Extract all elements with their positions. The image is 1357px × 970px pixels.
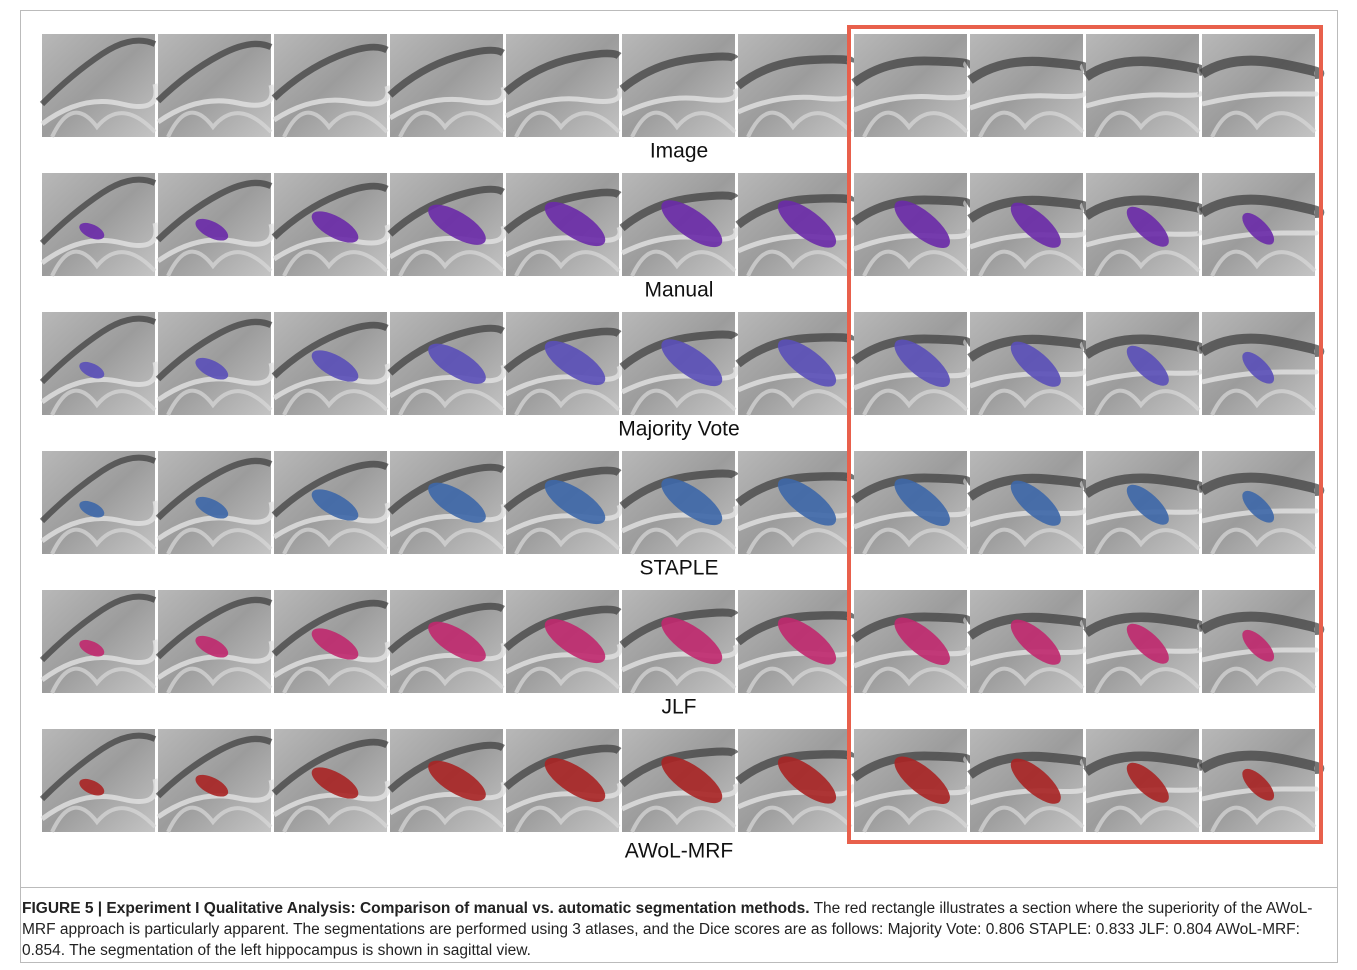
- mri-tile: [738, 729, 852, 832]
- mri-tile: [1202, 451, 1319, 554]
- mri-tile: [390, 590, 504, 693]
- page: Image Manual Majority Vote STAPLE JLF AWoL-MR…: [0, 0, 1357, 970]
- mri-tile: [274, 34, 388, 137]
- mri-tile: [854, 451, 968, 554]
- caption-bold: FIGURE 5 | Experiment I Qualitative Anal…: [22, 900, 810, 917]
- mri-tile: [738, 34, 852, 137]
- mri-tile: [1086, 34, 1202, 137]
- mri-tile: [854, 729, 968, 832]
- mri-tile: [1202, 312, 1319, 415]
- mri-tile: [970, 173, 1084, 276]
- mri-tile: [158, 729, 272, 832]
- mri-tile: [390, 34, 504, 137]
- mri-tile: [854, 34, 968, 137]
- mri-tile: [506, 590, 620, 693]
- mri-tile: [970, 590, 1084, 693]
- row-label: AWoL-MRF: [625, 840, 734, 863]
- mri-tile: [1086, 173, 1202, 276]
- row-label: JLF: [661, 696, 696, 719]
- mri-tile: [1202, 173, 1319, 276]
- mri-tile: [158, 173, 272, 276]
- divider: [20, 887, 1338, 888]
- mri-tile: [1202, 590, 1319, 693]
- figure-panel: Image Manual Majority Vote STAPLE JLF AWoL-MR…: [0, 0, 1357, 890]
- mri-tile: [738, 312, 852, 415]
- mri-tile: [506, 451, 620, 554]
- mri-tile: [1086, 451, 1202, 554]
- figure-caption: FIGURE 5 | Experiment I Qualitative Anal…: [22, 898, 1332, 961]
- mri-tile: [274, 590, 388, 693]
- mri-tile: [274, 312, 388, 415]
- mri-tile: [1202, 34, 1319, 137]
- mri-tile: [622, 173, 736, 276]
- mri-tile: [506, 34, 620, 137]
- mri-tile: [42, 34, 156, 137]
- mri-tile: [1202, 729, 1319, 832]
- row-label: Majority Vote: [618, 418, 739, 441]
- mri-tile: [622, 312, 736, 415]
- mri-tile: [738, 451, 852, 554]
- mri-tile: [390, 312, 504, 415]
- mri-tile: [970, 729, 1084, 832]
- mri-tile: [390, 729, 504, 832]
- mri-tile: [390, 173, 504, 276]
- mri-tile: [622, 451, 736, 554]
- mri-tile: [854, 312, 968, 415]
- mri-tile: [970, 34, 1084, 137]
- mri-tile: [1086, 312, 1202, 415]
- mri-tile: [158, 590, 272, 693]
- mri-tile: [738, 173, 852, 276]
- mri-tile: [970, 451, 1084, 554]
- mri-tile: [274, 173, 388, 276]
- row-label: Image: [650, 140, 708, 163]
- mri-tile: [274, 451, 388, 554]
- mri-tile: [622, 729, 736, 832]
- mri-tile: [1086, 729, 1202, 832]
- mri-tile: [158, 451, 272, 554]
- mri-tile: [42, 312, 156, 415]
- mri-tile: [274, 729, 388, 832]
- mri-tile: [1086, 590, 1202, 693]
- mri-tile: [854, 590, 968, 693]
- mri-tile: [506, 729, 620, 832]
- mri-tile: [622, 34, 736, 137]
- mri-tile: [42, 173, 156, 276]
- mri-tile: [390, 451, 504, 554]
- mri-tile: [970, 312, 1084, 415]
- mri-tile: [854, 173, 968, 276]
- mri-tile: [42, 729, 156, 832]
- mri-tile: [506, 173, 620, 276]
- mri-tile: [42, 590, 156, 693]
- highlight-rectangle: [849, 27, 1321, 842]
- mri-tile: [42, 451, 156, 554]
- mri-tile: [158, 312, 272, 415]
- mri-tile: [158, 34, 272, 137]
- row-label: Manual: [645, 279, 714, 302]
- mri-tile: [506, 312, 620, 415]
- mri-tile: [622, 590, 736, 693]
- mri-tile: [738, 590, 852, 693]
- row-label: STAPLE: [640, 557, 719, 580]
